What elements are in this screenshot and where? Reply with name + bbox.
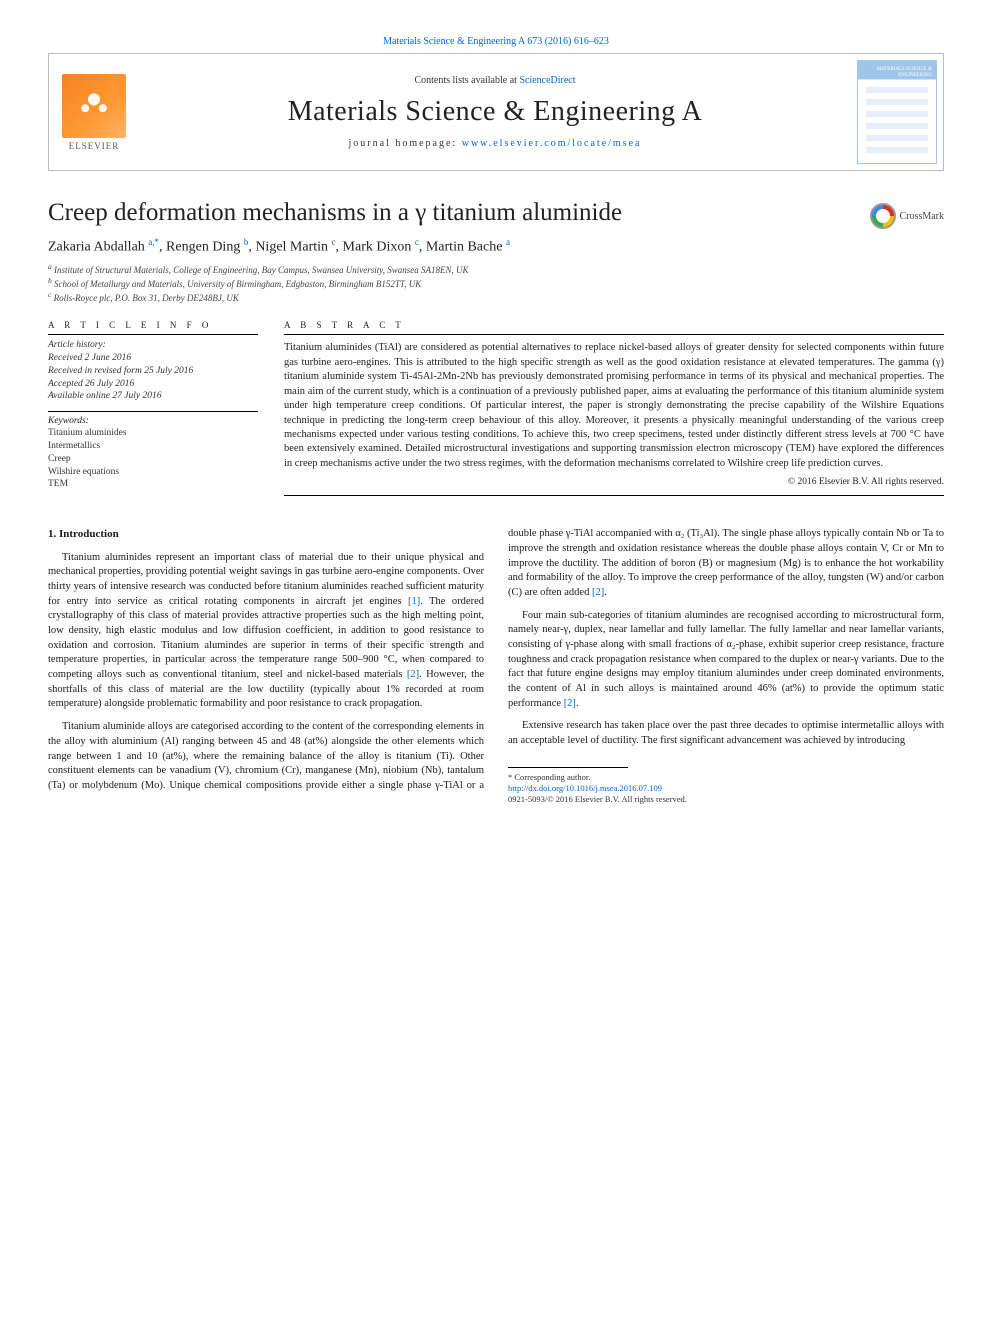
keyword-lines: Titanium aluminidesIntermetallicsCreepWi… (48, 427, 258, 491)
crossmark-label: CrossMark (900, 211, 944, 222)
history-label: Article history: (48, 339, 258, 352)
citation-link[interactable]: [2] (564, 698, 576, 709)
info-abstract-row: A R T I C L E I N F O Article history: R… (48, 320, 944, 499)
footnote-block: * Corresponding author. http://dx.doi.or… (508, 772, 944, 805)
corresponding-author: * Corresponding author. (508, 772, 944, 783)
section-number: 1. (48, 528, 56, 540)
elsevier-wordmark: ELSEVIER (69, 141, 120, 151)
doi-link[interactable]: http://dx.doi.org/10.1016/j.msea.2016.07… (508, 783, 662, 793)
abstract-text: Titanium aluminides (TiAl) are considere… (284, 334, 944, 471)
body-columns: 1. Introduction Titanium aluminides repr… (48, 527, 944, 805)
citation-link[interactable]: [1] (408, 596, 420, 607)
footnote-rule (508, 767, 628, 768)
journal-title: Materials Science & Engineering A (288, 96, 703, 128)
article-info-column: A R T I C L E I N F O Article history: R… (48, 320, 258, 499)
issn-line: 0921-5093/© 2016 Elsevier B.V. All right… (508, 794, 944, 805)
article-info-heading: A R T I C L E I N F O (48, 320, 258, 330)
homepage-link[interactable]: www.elsevier.com/locate/msea (462, 138, 642, 149)
abstract-copyright: © 2016 Elsevier B.V. All rights reserved… (284, 477, 944, 487)
contents-line: Contents lists available at ScienceDirec… (414, 75, 575, 86)
article-history-block: Article history: Received 2 June 2016Rec… (48, 334, 258, 403)
body-paragraph: Four main sub-categories of titanium alu… (508, 609, 944, 712)
affiliations: a Institute of Structural Materials, Col… (48, 262, 944, 304)
author-list: Zakaria Abdallah a,*, Rengen Ding b, Nig… (48, 237, 944, 256)
crossmark-icon (870, 203, 896, 229)
running-head[interactable]: Materials Science & Engineering A 673 (2… (48, 36, 944, 47)
abstract-heading: A B S T R A C T (284, 320, 944, 330)
history-lines: Received 2 June 2016Received in revised … (48, 352, 258, 403)
keywords-block: Keywords: Titanium aluminidesIntermetall… (48, 411, 258, 491)
sciencedirect-link[interactable]: ScienceDirect (519, 75, 575, 86)
journal-cover-thumb: MATERIALS SCIENCE & ENGINEERING (857, 60, 937, 164)
contents-prefix: Contents lists available at (414, 75, 519, 86)
citation-link[interactable]: [2] (592, 587, 604, 598)
article-title: Creep deformation mechanisms in a γ tita… (48, 199, 944, 227)
abstract-column: A B S T R A C T Titanium aluminides (TiA… (284, 320, 944, 499)
journal-header: ELSEVIER Contents lists available at Sci… (48, 53, 944, 171)
section-heading: 1. Introduction (48, 527, 484, 542)
running-head-link[interactable]: Materials Science & Engineering A 673 (2… (383, 36, 609, 47)
body-paragraph: Extensive research has taken place over … (508, 719, 944, 748)
elsevier-logo: ELSEVIER (49, 54, 139, 170)
keywords-label: Keywords: (48, 416, 258, 426)
homepage-line: journal homepage: www.elsevier.com/locat… (349, 138, 642, 149)
crossmark-badge[interactable]: CrossMark (870, 203, 944, 229)
elsevier-tree-icon (62, 74, 126, 138)
body-paragraph: Titanium aluminides represent an importa… (48, 551, 484, 713)
header-center: Contents lists available at ScienceDirec… (139, 54, 851, 170)
section-title: Introduction (59, 528, 119, 540)
cover-label: MATERIALS SCIENCE & ENGINEERING (858, 67, 932, 78)
abstract-bottom-rule (284, 495, 944, 496)
citation-link[interactable]: [2] (407, 669, 419, 680)
homepage-prefix: journal homepage: (349, 138, 462, 149)
